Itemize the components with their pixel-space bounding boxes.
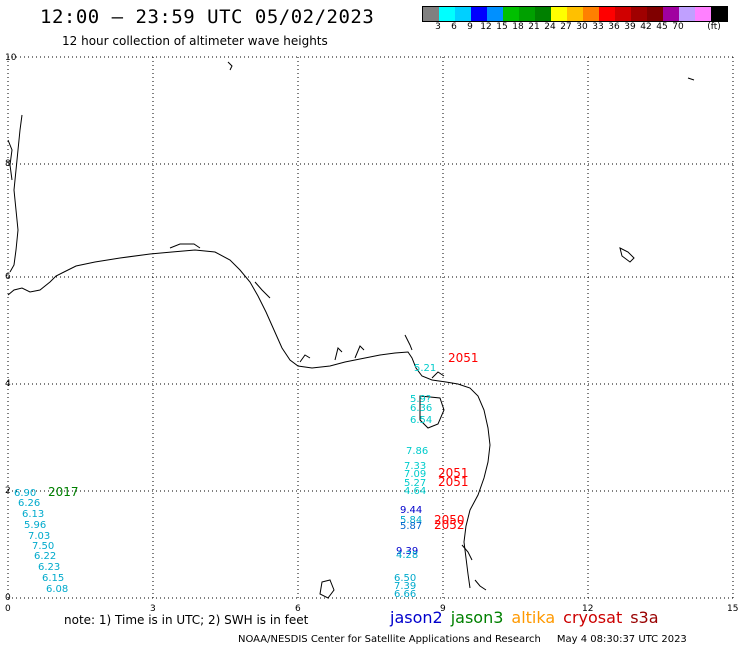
swh-label-cyan: 5.21 (414, 363, 436, 374)
color-swatch (471, 7, 487, 21)
color-swatch (535, 7, 551, 21)
color-scale-label: 18 (512, 22, 524, 32)
color-swatch (503, 7, 519, 21)
legend-item-jason3: jason3 (450, 608, 504, 627)
swh-label-cyan: 5.84 (400, 515, 422, 526)
time-label-red: 2051 (448, 351, 479, 365)
legend-item-altika: altika (511, 608, 556, 627)
legend-item-cryosat: cryosat (563, 608, 623, 627)
color-swatch (631, 7, 647, 21)
satellite-legend: jason2 jason3 altika cryosat s3a (390, 608, 667, 627)
color-swatch (647, 7, 663, 21)
swh-label-cyan: 7.33 (404, 461, 426, 472)
x-tick-label: 6 (295, 604, 301, 614)
color-scale-label: 21 (528, 22, 540, 32)
y-tick-label: 2 (5, 486, 11, 496)
legend-item-jason2: jason2 (390, 608, 443, 627)
color-swatch (519, 7, 535, 21)
y-tick-label: 10 (5, 53, 17, 63)
color-swatch (663, 7, 679, 21)
color-swatch (551, 7, 567, 21)
color-scale-label: 12 (480, 22, 492, 32)
color-scale-label: 30 (576, 22, 588, 32)
color-swatch (583, 7, 599, 21)
swh-label-cyan: 6.26 (18, 498, 40, 509)
color-scale-label: 33 (592, 22, 604, 32)
x-tick-label: 9 (440, 604, 446, 614)
swh-label-cyan: 5.87 (400, 521, 422, 532)
color-scale-label: 70 (672, 22, 684, 32)
x-tick-label: 3 (150, 604, 156, 614)
swh-label-cyan: 6.22 (34, 551, 56, 562)
swh-label-cyan: 6.13 (22, 509, 44, 520)
credit-line: NOAA/NESDIS Center for Satellite Applica… (238, 634, 687, 645)
time-label-red: 2052 (434, 518, 465, 532)
color-swatch (615, 7, 631, 21)
page-title: 12:00 – 23:59 UTC 05/02/2023 (40, 6, 375, 28)
color-swatch (423, 7, 439, 21)
swh-label-cyan: 6.36 (410, 403, 432, 414)
color-swatch (679, 7, 695, 21)
color-swatch (599, 7, 615, 21)
color-scale-label: 45 (656, 22, 668, 32)
swh-label-cyan: 7.09 (404, 469, 426, 480)
y-tick-label: 8 (5, 159, 11, 169)
color-swatch (487, 7, 503, 21)
color-scale-labels: 3 6 9 12 15 18 21 24 27 30 33 36 39 42 45 70 (ft) (422, 22, 740, 34)
color-swatch (711, 7, 727, 21)
color-swatch (695, 7, 711, 21)
color-scale-label: 27 (560, 22, 572, 32)
color-scale-label: 6 (451, 22, 457, 32)
swh-label-cyan: 7.86 (406, 446, 428, 457)
color-swatch (567, 7, 583, 21)
coastline (7, 61, 695, 599)
color-swatch (455, 7, 471, 21)
color-scale-label: 9 (467, 22, 473, 32)
swh-label-cyan: 7.39 (394, 581, 416, 592)
time-label-red: 2050 (434, 513, 465, 527)
time-label-red: 2051 (438, 466, 469, 480)
color-scale-label: 39 (624, 22, 636, 32)
x-tick-label: 12 (582, 604, 593, 614)
color-scale-label: 42 (640, 22, 652, 32)
swh-label-blue: 9.39 (396, 546, 418, 557)
y-tick-label: 0 (5, 593, 11, 603)
swh-label-cyan: 6.15 (42, 573, 64, 584)
swh-label-cyan: 4.28 (396, 550, 418, 561)
color-scale-label: 24 (544, 22, 556, 32)
credit-timestamp: May 4 08:30:37 UTC 2023 (556, 634, 687, 645)
color-scale-label: 3 (435, 22, 441, 32)
swh-label-cyan: 6.50 (394, 573, 416, 584)
swh-label-cyan: 5.96 (24, 520, 46, 531)
swh-label-cyan: 6.08 (46, 584, 68, 595)
legend-item-s3a: s3a (630, 608, 659, 627)
swh-label-cyan: 6.23 (38, 562, 60, 573)
y-tick-label: 4 (5, 379, 11, 389)
x-tick-label: 15 (727, 604, 738, 614)
swh-label-cyan: 6.54 (410, 415, 432, 426)
swh-label-cyan: 5.9? (410, 394, 431, 405)
color-scale-label: 15 (496, 22, 508, 32)
footer-note: note: 1) Time is in UTC; 2) SWH is in fe… (64, 613, 309, 627)
swh-label-cyan: 6.66 (394, 589, 416, 600)
color-scale-bar (422, 6, 728, 22)
swh-label-cyan: 7.03 (28, 531, 50, 542)
swh-label-cyan: 7.50 (32, 541, 54, 552)
swh-label-cyan: 5.27 (404, 478, 426, 489)
time-label-green: 2017 (48, 485, 79, 499)
color-swatch (439, 7, 455, 21)
swh-label-cyan: 4.64 (404, 486, 426, 497)
credit-org: NOAA/NESDIS Center for Satellite Applica… (238, 634, 541, 645)
page-subtitle: 12 hour collection of altimeter wave hei… (62, 34, 328, 48)
swh-label-cyan: 6.90 (14, 488, 36, 499)
y-tick-label: 6 (5, 272, 11, 282)
color-scale-label: (ft) (707, 22, 721, 32)
color-scale-label: 36 (608, 22, 620, 32)
x-tick-label: 0 (5, 604, 11, 614)
time-label-red: 2051 (438, 475, 469, 489)
map-grid (7, 56, 734, 599)
swh-label-blue: 9.44 (400, 505, 422, 516)
